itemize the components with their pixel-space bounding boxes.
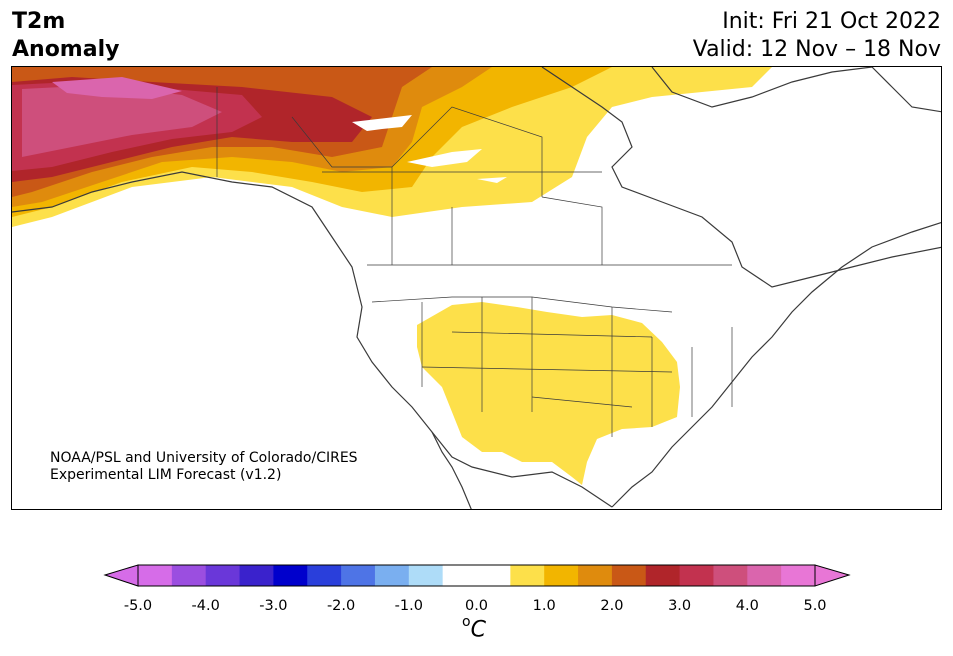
colorbar-cell [476, 565, 511, 586]
colorbar-cell [239, 565, 274, 586]
colorbar-tick-label: 4.0 [735, 598, 759, 614]
colorbar-cell [747, 565, 782, 586]
colorbar-cell [611, 565, 647, 586]
colorbar-cell [578, 565, 613, 586]
init-date: Init: Fri 21 Oct 2022 [722, 9, 941, 34]
colorbar-tick-label: 2.0 [600, 598, 624, 614]
colorbar-tick-label: 0.0 [464, 598, 489, 614]
colorbar-svg [103, 564, 851, 587]
colorbar-cell [307, 565, 342, 586]
lake-great-bear [352, 115, 412, 131]
colorbar-unit: oC [462, 614, 486, 643]
colorbar-tick-label: -2.0 [326, 598, 356, 614]
colorbar-tick-label: -5.0 [123, 598, 153, 614]
colorbar-cell [544, 565, 579, 586]
colorbar: -5.0 -4.0 -3.0 -2.0 -1.0 0.0 1.0 2.0 3.0 4.0 5.0 [0, 558, 953, 656]
colorbar-tick-label: 5.0 [803, 598, 827, 614]
colorbar-tick-label: -4.0 [191, 598, 220, 614]
political-borders [216, 87, 733, 437]
colorbar-tick-label: -1.0 [394, 598, 423, 614]
colorbar-cell [341, 565, 376, 586]
forecast-dates: Init: Fri 21 Oct 2022 Valid: 12 Nov – 18… [693, 8, 941, 64]
colorbar-cell [138, 565, 173, 586]
colorbar-cell [273, 565, 308, 586]
colorbar-tick-label: 1.0 [532, 598, 556, 614]
degree-symbol: o [462, 614, 471, 630]
coastlines [12, 67, 941, 509]
title-line-1: T2m [12, 9, 66, 34]
colorbar-tick-label: 3.0 [668, 598, 692, 614]
title-line-2: Anomaly [12, 37, 120, 62]
colorbar-under-arrow [103, 564, 139, 587]
anomaly-band-hot-pink [52, 77, 182, 99]
colorbar-cell [205, 565, 241, 586]
valid-date: Valid: 12 Nov – 18 Nov [692, 37, 941, 62]
anomaly-band-pink [22, 85, 222, 157]
colorbar-cells [138, 565, 816, 586]
colorbar-cell [645, 565, 681, 586]
anomaly-us-gold [417, 302, 680, 485]
lake-great-slave [407, 149, 482, 167]
credit-line-1: NOAA/PSL and University of Colorado/CIRE… [50, 450, 358, 466]
map-title: T2m Anomaly [12, 8, 119, 64]
lake-athabasca [477, 177, 507, 183]
unit-letter: C [470, 617, 486, 643]
colorbar-cell [781, 565, 816, 586]
colorbar-cell [374, 565, 410, 586]
colorbar-cell [510, 565, 545, 586]
colorbar-cell [171, 565, 207, 586]
colorbar-cell [679, 565, 714, 586]
colorbar-outline [137, 564, 816, 587]
colorbar-cell [408, 565, 444, 586]
credit-line-2: Experimental LIM Forecast (v1.2) [50, 467, 282, 483]
colorbar-tick-label: -3.0 [259, 598, 288, 614]
colorbar-over-arrow [814, 564, 851, 587]
colorbar-cell [442, 565, 477, 586]
credit-text: NOAA/PSL and University of Colorado/CIRE… [50, 450, 358, 484]
anomaly-map [12, 67, 941, 509]
colorbar-cell [713, 565, 748, 586]
map-panel: NOAA/PSL and University of Colorado/CIRE… [11, 66, 942, 510]
